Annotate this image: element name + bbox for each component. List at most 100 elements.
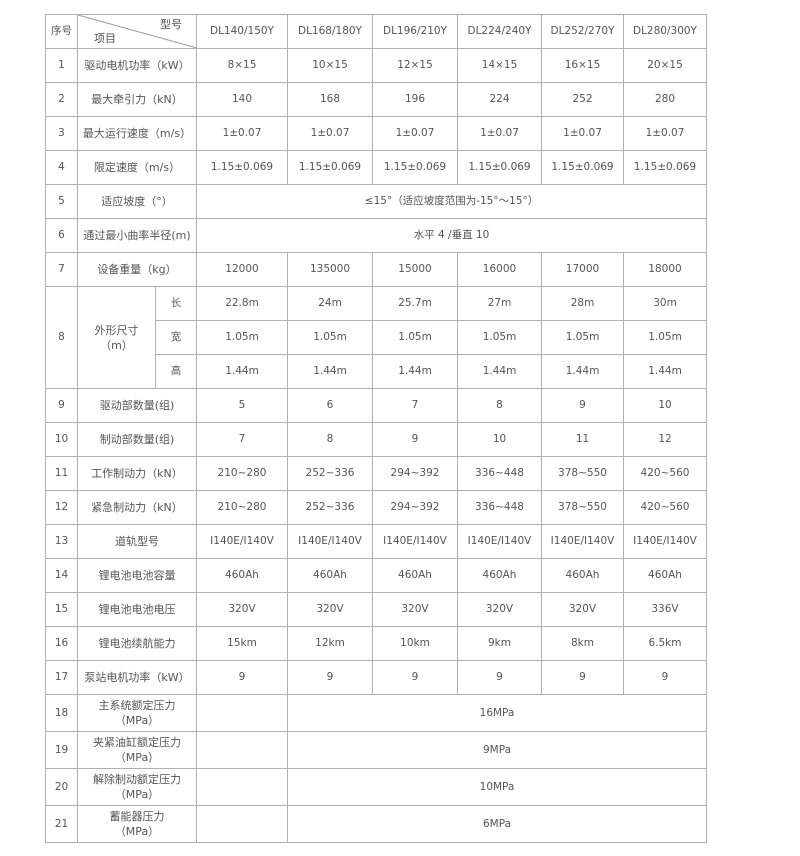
header-model: DL280/300Y [623,14,707,49]
spec-table: 序号 型号 项目 DL140/150Y DL168/180Y DL196/210Y DL22… [45,14,707,843]
row-number: 3 [45,116,78,151]
row-value: 320V [541,592,624,627]
table-row: 5 适应坡度（°） ≤15°（适应坡度范围为-15°～15°） [45,184,707,219]
row-item: 蓄能器压力 （MPa） [77,805,197,843]
row-number: 10 [45,422,78,457]
row-value: 9 [372,422,458,457]
table-row: 10 制动部数量(组) 7 8 9 10 11 12 [45,422,707,457]
row-value: 9 [541,388,624,423]
table-row: 19 夹紧油缸额定压力 （MPa） 9MPa [45,731,707,769]
table-row: 13 道轨型号 I140E/I140V I140E/I140V I140E/I140V I… [45,524,707,559]
table-row: 8 外形尺寸 （m）长 22.8m 24m 25.7m 27m 28m 30m [45,286,707,389]
header-model: DL224/240Y [457,14,542,49]
row-item: 制动部数量(组) [77,422,197,457]
row-value: I140E/I140V [457,524,542,559]
row-value: 420~560 [623,456,707,491]
row-value: 18000 [623,252,707,287]
table-row: 9 驱动部数量(组) 5 6 7 8 9 10 [45,388,707,423]
item-unit: （MPa） [114,825,160,838]
row-number: 21 [45,805,78,843]
table-row: 4 限定速度（m/s） 1.15±0.069 1.15±0.069 1.15±0.069… [45,150,707,185]
table-row: 2 最大牵引力（kN） 140 168 196 224 252 280 [45,82,707,117]
row-value: 30m [623,286,707,321]
row-value: 140 [196,82,288,117]
row-value: 17000 [541,252,624,287]
row-value: 25.7m [372,286,458,321]
row-value: 7 [196,422,288,457]
row-value: 1.05m [196,320,288,355]
item-unit: （m） [100,338,133,352]
row-value: 14×15 [457,48,542,83]
spec-table-container: 序号 型号 项目 DL140/150Y DL168/180Y DL196/210Y DL22… [45,14,707,843]
row-item: 工作制动力（kN） [77,456,197,491]
row-value: 10 [623,388,707,423]
row-value: 1±0.07 [372,116,458,151]
row-number: 5 [45,184,78,219]
merged-value: 10MPa [287,768,707,806]
row-value: 1.15±0.069 [541,150,624,185]
row-value: 8×15 [196,48,288,83]
row-value: 1.44m [372,354,458,389]
row-item: 解除制动额定压力 （MPa） [77,768,197,806]
empty-value [196,768,288,806]
row-number: 11 [45,456,78,491]
row-item: 夹紧油缸额定压力 （MPa） [77,731,197,769]
row-value: 24m [287,286,373,321]
row-value: 168 [287,82,373,117]
row-item: 紧急制动力（kN） [77,490,197,525]
row-item: 锂电池电池容量 [77,558,197,593]
row-number: 6 [45,218,78,253]
row-value: 1.15±0.069 [196,150,288,185]
diagonal-line [78,15,197,48]
item-unit: （MPa） [114,788,160,801]
table-row: 1 驱动电机功率（kW） 8×15 10×15 12×15 14×15 16×15 20×15 [45,48,707,83]
row-value: 135000 [287,252,373,287]
row-value: 336~448 [457,456,542,491]
row-value: 280 [623,82,707,117]
row-value: 294~392 [372,490,458,525]
row-number: 2 [45,82,78,117]
row-value: 1.15±0.069 [372,150,458,185]
row-number: 1 [45,48,78,83]
row-value: I140E/I140V [541,524,624,559]
row-value: 10km [372,626,458,661]
row-value: 320V [287,592,373,627]
row-value: 15000 [372,252,458,287]
header-model: DL196/210Y [372,14,458,49]
table-row: 7 设备重量（kg） 12000 135000 15000 16000 17000 18000 [45,252,707,287]
row-value: 320V [372,592,458,627]
row-number: 9 [45,388,78,423]
row-value: 252 [541,82,624,117]
row-number: 12 [45,490,78,525]
row-value: 9 [196,660,288,695]
row-value: I140E/I140V [196,524,288,559]
table-row: 17 泵站电机功率（kW） 9 9 9 9 9 9 [45,660,707,695]
row-value: I140E/I140V [372,524,458,559]
row-value: 1±0.07 [623,116,707,151]
row-number: 7 [45,252,78,287]
table-row: 12 紧急制动力（kN） 210~280 252~336 294~392 336~448 3… [45,490,707,525]
row-value: 460Ah [287,558,373,593]
row-item: 驱动电机功率（kW） [77,48,197,83]
row-value: 252~336 [287,490,373,525]
row-value: 294~392 [372,456,458,491]
row-value: I140E/I140V [287,524,373,559]
dimension-label: 长 [155,286,197,321]
row-item: 最大牵引力（kN） [77,82,197,117]
row-value: 12km [287,626,373,661]
row-item: 适应坡度（°） [77,184,197,219]
row-value: 210~280 [196,456,288,491]
row-item: 外形尺寸 （m） [77,286,156,389]
item-unit: （MPa） [114,751,160,764]
row-value: 9 [457,660,542,695]
row-value: 8 [287,422,373,457]
item-label: 外形尺寸 [94,323,139,337]
row-item: 泵站电机功率（kW） [77,660,197,695]
dimension-label: 高 [155,354,197,389]
header-model: DL140/150Y [196,14,288,49]
table-row: 20 解除制动额定压力 （MPa） 10MPa [45,768,707,806]
row-value: 1±0.07 [457,116,542,151]
row-value: 320V [196,592,288,627]
merged-value: 16MPa [287,694,707,732]
row-item: 锂电池电池电压 [77,592,197,627]
